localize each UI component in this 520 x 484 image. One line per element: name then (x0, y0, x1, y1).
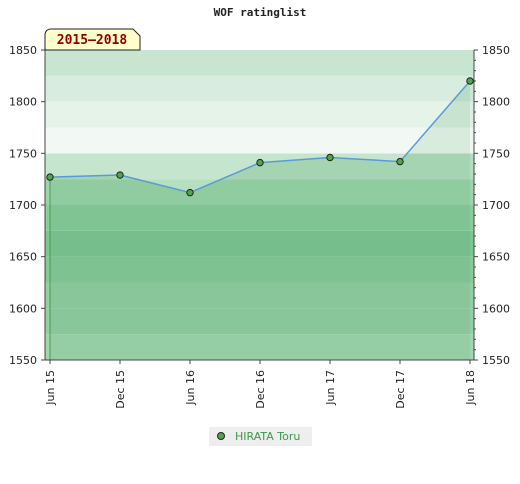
y-tick-label: 1800 (9, 96, 37, 109)
y-tick-label: 1850 (9, 44, 37, 57)
x-tick-label: Jun 17 (324, 370, 337, 406)
point (396, 157, 404, 166)
band (45, 205, 474, 231)
band (45, 50, 474, 76)
point (326, 153, 334, 162)
badge-box (44, 28, 141, 51)
point (466, 77, 474, 85)
badge: 2015–2018 (57, 33, 128, 48)
y-tick-label: 1750 (9, 147, 37, 160)
y-tick-label: 1700 (9, 199, 37, 212)
area (50, 81, 470, 360)
band (45, 282, 474, 309)
y-tick-label: 1550 (9, 354, 37, 367)
x-tick-label: Dec 15 (114, 370, 127, 409)
plot: 1550 1550 1600 1600 1650 1650 1700 1700 1750 1750… (9, 44, 510, 409)
point (256, 158, 264, 167)
chart-title: WOF ratinglist (214, 6, 307, 19)
y2-tick-label: 1650 (482, 251, 510, 264)
point (116, 171, 124, 179)
point (186, 188, 194, 197)
y2-tick-label: 1600 (482, 302, 510, 315)
legend-marker (217, 432, 225, 440)
point (46, 173, 54, 181)
y-tick-label: 1650 (9, 251, 37, 264)
y2-tick-label: 1750 (482, 147, 510, 160)
x-tick-label: Jun 16 (184, 370, 197, 406)
x-tick-label: Dec 17 (394, 370, 407, 409)
legend-box (209, 427, 312, 446)
y-tick-label: 1600 (9, 302, 37, 315)
legend-label: HIRATA Toru (235, 430, 300, 443)
band (45, 101, 474, 128)
band (45, 334, 474, 360)
x-tick-label: Jun 15 (44, 370, 57, 406)
band (45, 308, 474, 335)
band (45, 75, 474, 102)
y2-tick-label: 1700 (482, 199, 510, 212)
x-tick-label: Jun 18 (464, 370, 477, 406)
y2-tick-label: 1800 (482, 96, 510, 109)
y2-tick-label: 1550 (482, 354, 510, 367)
y2-tick-label: 1850 (482, 44, 510, 57)
x-tick-label: Dec 16 (254, 370, 267, 409)
area-above (45, 50, 474, 193)
band (45, 230, 474, 257)
band (45, 256, 474, 283)
band (45, 127, 474, 154)
band (45, 179, 474, 205)
